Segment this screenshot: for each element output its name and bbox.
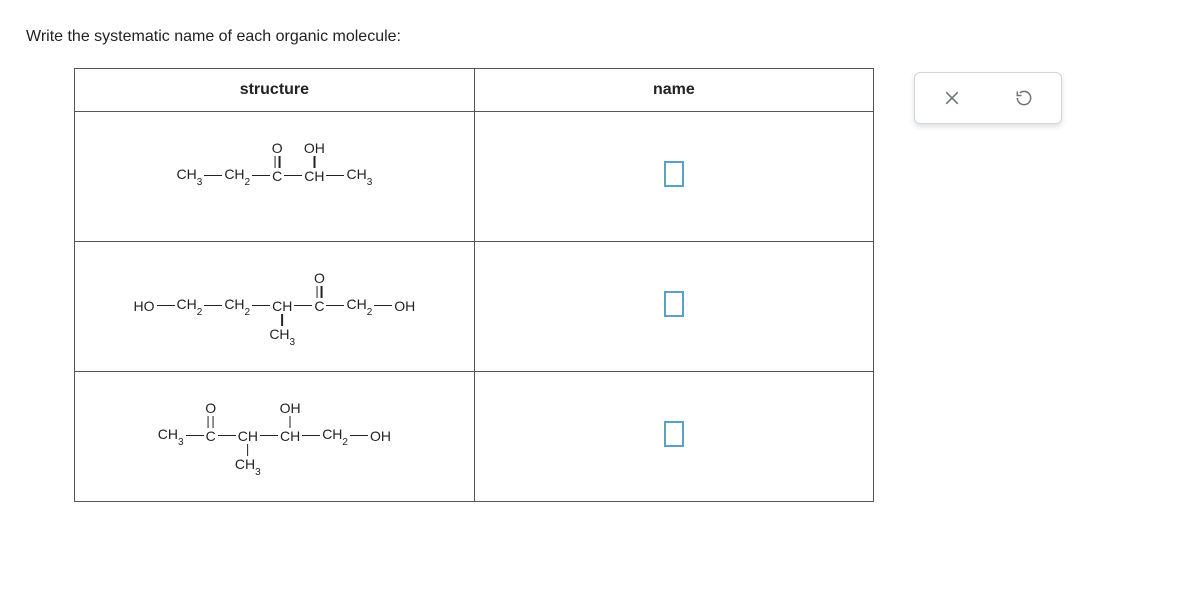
- bond: [284, 175, 302, 176]
- atom: CH2: [345, 297, 373, 316]
- name-input[interactable]: [664, 291, 684, 317]
- atom: CH2: [223, 167, 251, 186]
- main-content: structure name CH3CH2OCOHCHCH3HOCH2CH2CH…: [26, 68, 1174, 502]
- col-header-structure: structure: [75, 69, 475, 112]
- controls-panel: [914, 72, 1062, 124]
- bond: [204, 305, 222, 306]
- structure-cell: CH3 OC CHCH3 OHCH CH2 OH: [75, 372, 475, 502]
- bond: [260, 435, 278, 436]
- table-row: CH3 OC CHCH3 OHCH CH2 OH: [75, 372, 874, 502]
- bond: [350, 435, 368, 436]
- bond: [294, 305, 312, 306]
- bond: [204, 175, 222, 176]
- col-header-name: name: [474, 69, 873, 112]
- bond: [252, 305, 270, 306]
- bond: [252, 175, 270, 176]
- close-icon[interactable]: [941, 87, 963, 109]
- atom: CH2: [321, 427, 349, 446]
- structure-cell: HO CH2 CH2 CHCH3 OC CH2 OH: [75, 242, 475, 372]
- atom: OC: [313, 299, 325, 313]
- atom: OC: [205, 429, 217, 443]
- bond: [186, 435, 204, 436]
- atom: OH: [369, 429, 392, 443]
- atom: CHCH3: [237, 429, 259, 443]
- table-row: CH3 CH2 OC OHCH CH3: [75, 112, 874, 242]
- atom: HO: [133, 299, 156, 313]
- atom: CH2: [223, 297, 251, 316]
- name-input[interactable]: [664, 161, 684, 187]
- bond: [218, 435, 236, 436]
- reset-icon[interactable]: [1013, 87, 1035, 109]
- bond: [157, 305, 175, 306]
- atom: OC: [271, 169, 283, 183]
- name-cell: [474, 112, 873, 242]
- atom: CHCH3: [271, 299, 293, 313]
- atom: OH: [393, 299, 416, 313]
- name-cell: [474, 372, 873, 502]
- atom: CH3: [157, 427, 185, 446]
- question-prompt: Write the systematic name of each organi…: [26, 28, 1174, 46]
- bond: [374, 305, 392, 306]
- atom: OHCH: [303, 169, 325, 183]
- table-row: HO CH2 CH2 CHCH3 OC CH2 OH: [75, 242, 874, 372]
- name-cell: [474, 242, 873, 372]
- bond: [302, 435, 320, 436]
- bond: [326, 175, 344, 176]
- atom: OHCH: [279, 429, 301, 443]
- structure-cell: CH3 CH2 OC OHCH CH3: [75, 112, 475, 242]
- molecule-table: structure name CH3CH2OCOHCHCH3HOCH2CH2CH…: [74, 68, 874, 502]
- name-input[interactable]: [664, 421, 684, 447]
- atom: CH3: [345, 167, 373, 186]
- atom: CH2: [176, 297, 204, 316]
- bond: [326, 305, 344, 306]
- atom: CH3: [176, 167, 204, 186]
